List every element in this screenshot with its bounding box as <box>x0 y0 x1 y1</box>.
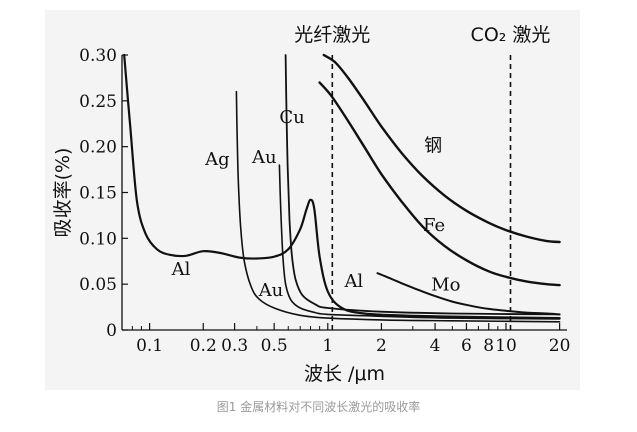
x-tick-label: 1 <box>322 336 333 356</box>
curve-label: 钢 <box>424 135 442 156</box>
y-tick-label: 0.25 <box>79 92 117 112</box>
y-tick-label: 0.05 <box>79 275 117 295</box>
curve-label: Au <box>258 280 284 301</box>
series-line <box>235 90 561 323</box>
series-line <box>322 53 561 244</box>
absorptance-chart: 0 0.05 0.10 0.15 0.20 0.25 0.30 0.1 0.2 0.3 0.5 1 2 4… <box>52 24 571 385</box>
x-tick-label: 0.3 <box>221 336 248 356</box>
curve-label: Au <box>251 147 277 168</box>
x-tick-label: 20 <box>549 336 571 356</box>
x-tick-label: 2 <box>376 336 387 356</box>
y-tick-label: 0.15 <box>79 184 117 204</box>
chart-panel: 0 0.05 0.10 0.15 0.20 0.25 0.30 0.1 0.2 0.3 0.5 1 2 4… <box>45 10 580 390</box>
series-line <box>376 272 561 316</box>
curve-label: Al <box>343 271 363 292</box>
y-axis-title: 吸收率(%) <box>52 148 74 238</box>
y-tick-label: 0.20 <box>79 138 117 158</box>
curve-label: Cu <box>279 107 304 128</box>
series-line <box>123 53 561 320</box>
fiber-laser-label: 光纤激光 <box>294 24 370 46</box>
series-line <box>278 164 561 320</box>
curve-label: Al <box>171 259 191 280</box>
curve-label: Mo <box>431 275 460 296</box>
co2-laser-label: CO₂ 激光 <box>471 24 551 46</box>
x-axis-title: 波长 /μm <box>304 363 385 385</box>
x-tick-label: 4 <box>430 336 441 356</box>
x-tick-label: 0.2 <box>190 336 217 356</box>
series-line <box>318 81 561 287</box>
curve-label: Fe <box>423 215 445 236</box>
y-tick-label: 0.30 <box>79 46 117 66</box>
x-tick-label: 6 <box>461 336 472 356</box>
x-tick-label: 0.1 <box>136 336 163 356</box>
figure-caption: 图1 金属材料对不同波长激光的吸收率 <box>216 400 421 414</box>
x-tick-label: 10 <box>495 336 517 356</box>
x-tick-label: 8 <box>483 336 494 356</box>
series-line <box>284 54 561 316</box>
y-tick-label: 0 <box>106 321 117 341</box>
x-tick-label: 0.5 <box>261 336 288 356</box>
curve-label: Ag <box>204 149 230 170</box>
y-tick-label: 0.10 <box>79 229 117 249</box>
